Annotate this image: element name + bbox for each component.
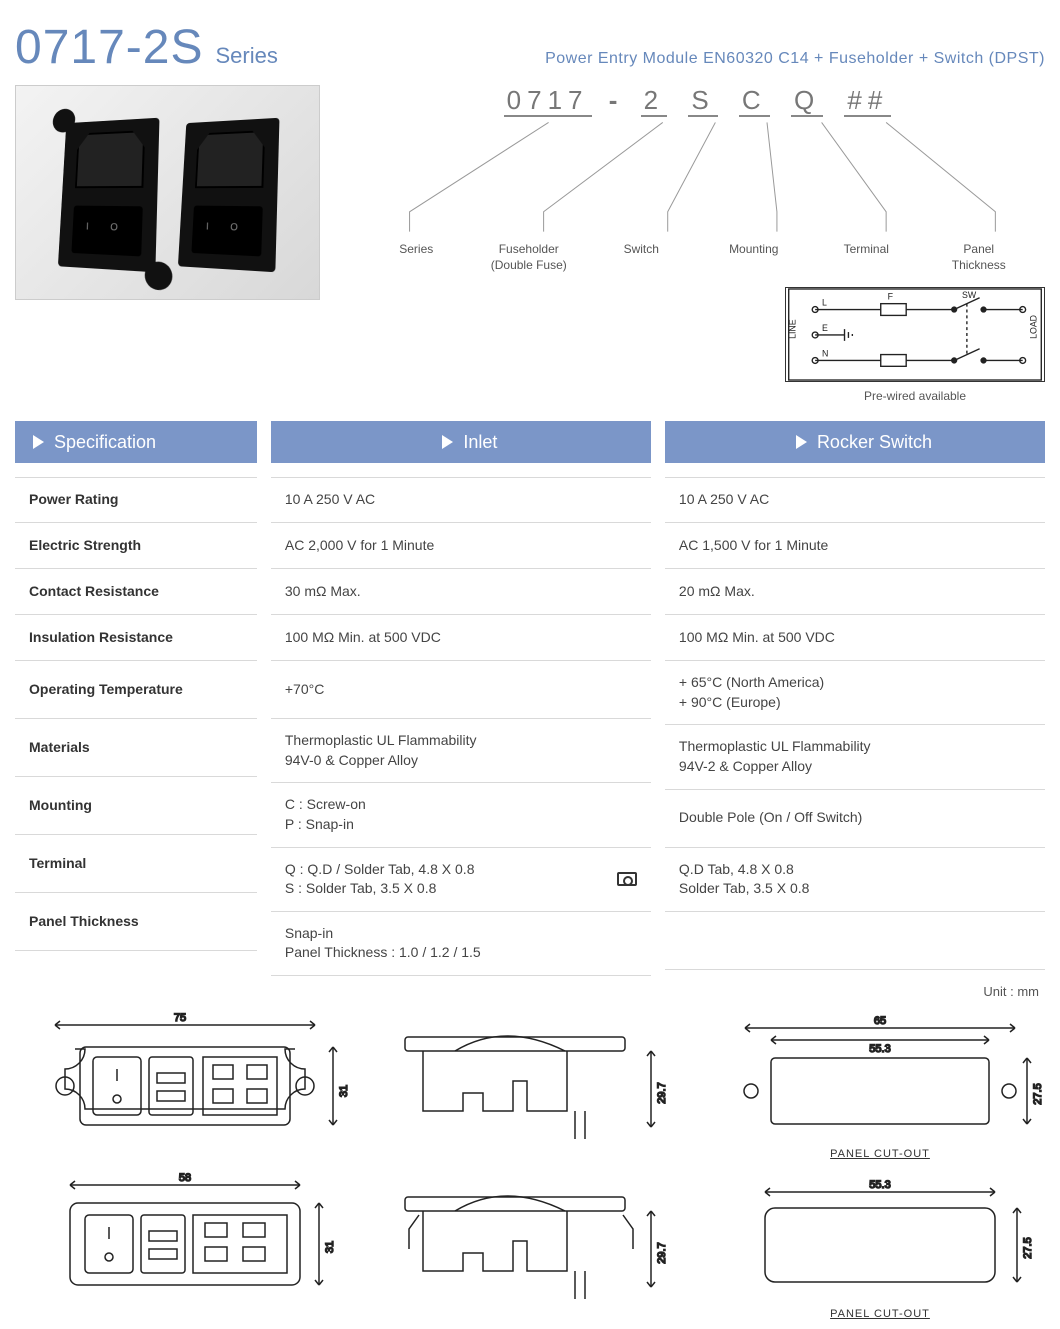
lbl-thickness: Panel Thickness	[923, 242, 1036, 273]
table-cell: +70°C	[271, 661, 651, 719]
code-leader-lines	[350, 122, 1045, 242]
table-cell: 10 A 250 V AC	[271, 477, 651, 523]
table-cell: Double Pole (On / Off Switch)	[665, 790, 1045, 848]
table-cell: + 65°C (North America) + 90°C (Europe)	[665, 661, 1045, 725]
svg-text:29.7: 29.7	[656, 1242, 668, 1263]
table-cell: Operating Temperature	[15, 661, 257, 719]
svg-text:N: N	[822, 349, 828, 359]
lbl-series: Series	[360, 242, 473, 273]
table-cell: Snap-in Panel Thickness : 1.0 / 1.2 / 1.…	[271, 912, 651, 976]
unit-label: Unit : mm	[15, 984, 1039, 999]
table-cell: Contact Resistance	[15, 569, 257, 615]
svg-text:E: E	[822, 323, 828, 333]
code-terminal: Q	[791, 85, 823, 117]
top-row: 0717 - 2 S C Q ## Series Fuseholde	[15, 85, 1045, 403]
table-cell: Thermoplastic UL Flammability 94V-0 & Co…	[271, 719, 651, 783]
drawing-snap-front: 58 31	[15, 1169, 355, 1309]
drawing-cutout-screw: 65 55.3 27.5 PANEL CUT-OUT	[715, 1009, 1045, 1149]
table-cell: 30 mΩ Max.	[271, 569, 651, 615]
connector-snap-in	[177, 117, 279, 272]
ordering-code: 0717 - 2 S C Q ##	[350, 85, 1045, 116]
lbl-mounting: Mounting	[698, 242, 811, 273]
part-number: 0717-2S	[15, 20, 203, 75]
head-specification: Specification	[15, 421, 257, 463]
svg-text:F: F	[888, 292, 894, 302]
mechanical-drawings: 75 31	[15, 1009, 1045, 1309]
schematic-caption: Pre-wired available	[785, 389, 1045, 403]
head-inlet: Inlet	[271, 421, 651, 463]
table-cell: 20 mΩ Max.	[665, 569, 1045, 615]
table-cell: Mounting	[15, 777, 257, 835]
terminal-icon	[617, 872, 637, 886]
table-cell: 100 MΩ Min. at 500 VDC	[271, 615, 651, 661]
table-cell: Electric Strength	[15, 523, 257, 569]
drawing-cutout-snap: 55.3 27.5 PANEL CUT-OUT	[715, 1169, 1045, 1309]
svg-text:27.5: 27.5	[1022, 1237, 1034, 1258]
table-cell: Thermoplastic UL Flammability 94V-2 & Co…	[665, 725, 1045, 789]
table-cell: Terminal	[15, 835, 257, 893]
ordering-code-block: 0717 - 2 S C Q ## Series Fuseholde	[350, 85, 1045, 403]
code-mounting: C	[739, 85, 770, 117]
lbl-switch: Switch	[585, 242, 698, 273]
triangle-icon	[796, 435, 807, 449]
lbl-fuse: Fuseholder (Double Fuse)	[473, 242, 586, 273]
triangle-icon	[33, 435, 44, 449]
triangle-icon	[442, 435, 453, 449]
svg-text:75: 75	[174, 1012, 186, 1024]
drawing-side-2: 29.7	[375, 1169, 695, 1309]
table-cell: Panel Thickness	[15, 893, 257, 951]
code-thickness: ##	[844, 85, 891, 117]
svg-text:31: 31	[338, 1085, 350, 1097]
page-header: 0717-2S Series Power Entry Module EN6032…	[15, 20, 1045, 75]
col-specification: Specification Power RatingElectric Stren…	[15, 421, 257, 976]
table-cell: C : Screw-on P : Snap-in	[271, 783, 651, 847]
code-series: 0717	[504, 85, 592, 117]
table-cell: Insulation Resistance	[15, 615, 257, 661]
connector-screw-on	[57, 117, 159, 272]
table-cell	[665, 912, 1045, 970]
table-cell: Q.D Tab, 4.8 X 0.8 Solder Tab, 3.5 X 0.8	[665, 848, 1045, 912]
panel-cutout-label-1: PANEL CUT-OUT	[715, 1148, 1045, 1160]
svg-text:31: 31	[324, 1241, 336, 1253]
table-cell: Q : Q.D / Solder Tab, 4.8 X 0.8 S : Sold…	[271, 848, 651, 912]
svg-text:L: L	[822, 298, 827, 308]
table-cell: Materials	[15, 719, 257, 777]
svg-text:LINE: LINE	[788, 319, 798, 339]
svg-text:LOAD: LOAD	[1028, 315, 1038, 339]
table-cell: AC 1,500 V for 1 Minute	[665, 523, 1045, 569]
table-cell: 10 A 250 V AC	[665, 477, 1045, 523]
table-cell: AC 2,000 V for 1 Minute	[271, 523, 651, 569]
drawing-side-1: 29.7	[375, 1009, 695, 1149]
spec-table: Specification Power RatingElectric Stren…	[15, 421, 1045, 976]
series-label: Series	[215, 43, 277, 69]
col-switch: Rocker Switch 10 A 250 V ACAC 1,500 V fo…	[665, 421, 1045, 976]
table-cell: Power Rating	[15, 477, 257, 523]
code-labels: Series Fuseholder (Double Fuse) Switch M…	[350, 242, 1045, 273]
head-switch: Rocker Switch	[665, 421, 1045, 463]
svg-text:55.3: 55.3	[869, 1043, 890, 1055]
svg-text:58: 58	[179, 1172, 191, 1184]
panel-cutout-label-2: PANEL CUT-OUT	[715, 1308, 1045, 1320]
col-inlet: Inlet 10 A 250 V ACAC 2,000 V for 1 Minu…	[271, 421, 651, 976]
svg-text:SW: SW	[962, 290, 977, 300]
wiring-schematic: L E N F SW LINE LOAD Pre-wired available	[350, 287, 1045, 403]
svg-text:27.5: 27.5	[1032, 1083, 1044, 1104]
table-cell: 100 MΩ Min. at 500 VDC	[665, 615, 1045, 661]
drawing-screw-front: 75 31	[15, 1009, 355, 1149]
code-fuse: 2	[641, 85, 667, 117]
subtitle: Power Entry Module EN60320 C14 + Fusehol…	[545, 50, 1045, 68]
svg-text:65: 65	[874, 1015, 886, 1027]
lbl-terminal: Terminal	[810, 242, 923, 273]
svg-text:55.3: 55.3	[869, 1179, 890, 1191]
code-switch: S	[688, 85, 717, 117]
product-photo	[15, 85, 320, 300]
svg-text:29.7: 29.7	[656, 1082, 668, 1103]
